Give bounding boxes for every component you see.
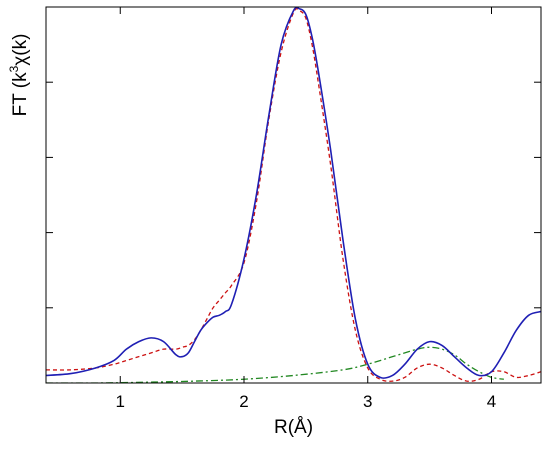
x-tick-label-1: 1: [116, 392, 125, 411]
x-tick-label-2: 2: [239, 392, 248, 411]
y-axis-label-superscript: 3: [7, 65, 21, 72]
series-layer: [46, 7, 541, 383]
y-axis-label-prefix: FT (k: [10, 72, 31, 116]
y-axis-label-suffix: χ(k): [10, 34, 31, 66]
x-tick-label-3: 3: [363, 392, 372, 411]
y-axis-label: FT (k3χ(k): [7, 34, 31, 117]
plot-frame: [45, 6, 542, 384]
series-line-2: [46, 8, 541, 382]
ticks-layer: [46, 7, 541, 383]
x-axis-label: R(Å): [274, 417, 313, 438]
labels-layer: 1 2 3 4: [116, 392, 497, 411]
x-tick-label-4: 4: [487, 392, 496, 411]
series-line-3: [46, 346, 504, 383]
series-line-1: [46, 7, 541, 379]
